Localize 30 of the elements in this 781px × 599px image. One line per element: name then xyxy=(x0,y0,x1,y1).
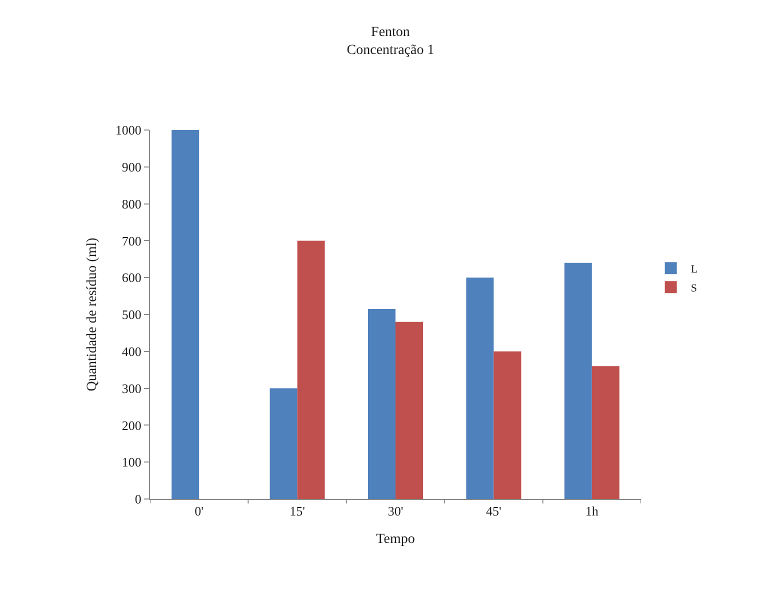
y-tick-label: 900 xyxy=(122,159,142,174)
y-tick-label: 400 xyxy=(122,344,142,359)
y-tick-label: 500 xyxy=(122,307,142,322)
y-tick-label: 300 xyxy=(122,380,142,396)
bar xyxy=(592,366,620,499)
x-tick-label: 15' xyxy=(290,504,305,519)
y-tick-label: 200 xyxy=(122,418,142,433)
x-tick-label: 1h xyxy=(585,504,599,519)
bar xyxy=(368,308,396,499)
x-tick-label: 30' xyxy=(388,504,404,519)
bar xyxy=(494,351,522,499)
x-tick-label: 45' xyxy=(486,504,502,519)
y-tick-label: 100 xyxy=(122,454,142,470)
chart-title: Fenton Concentração 1 xyxy=(346,24,434,58)
x-axis-title: Tempo xyxy=(376,532,415,547)
bar xyxy=(270,388,298,499)
y-tick-label: 700 xyxy=(122,233,142,248)
bar xyxy=(396,322,423,499)
bar xyxy=(466,278,494,499)
bar xyxy=(172,130,200,499)
y-axis-title: Quantidade de resíduo (ml) xyxy=(85,237,100,392)
y-tick-label: 800 xyxy=(122,196,142,212)
bar xyxy=(297,240,325,499)
y-tick-label: 0 xyxy=(134,492,142,507)
bar xyxy=(564,262,592,499)
y-tick-label: 600 xyxy=(122,270,142,286)
y-tick-label: 1000 xyxy=(115,122,142,138)
x-tick-label: 0' xyxy=(194,504,204,519)
legend-label: L xyxy=(690,263,698,276)
legend-label: S xyxy=(690,282,697,294)
